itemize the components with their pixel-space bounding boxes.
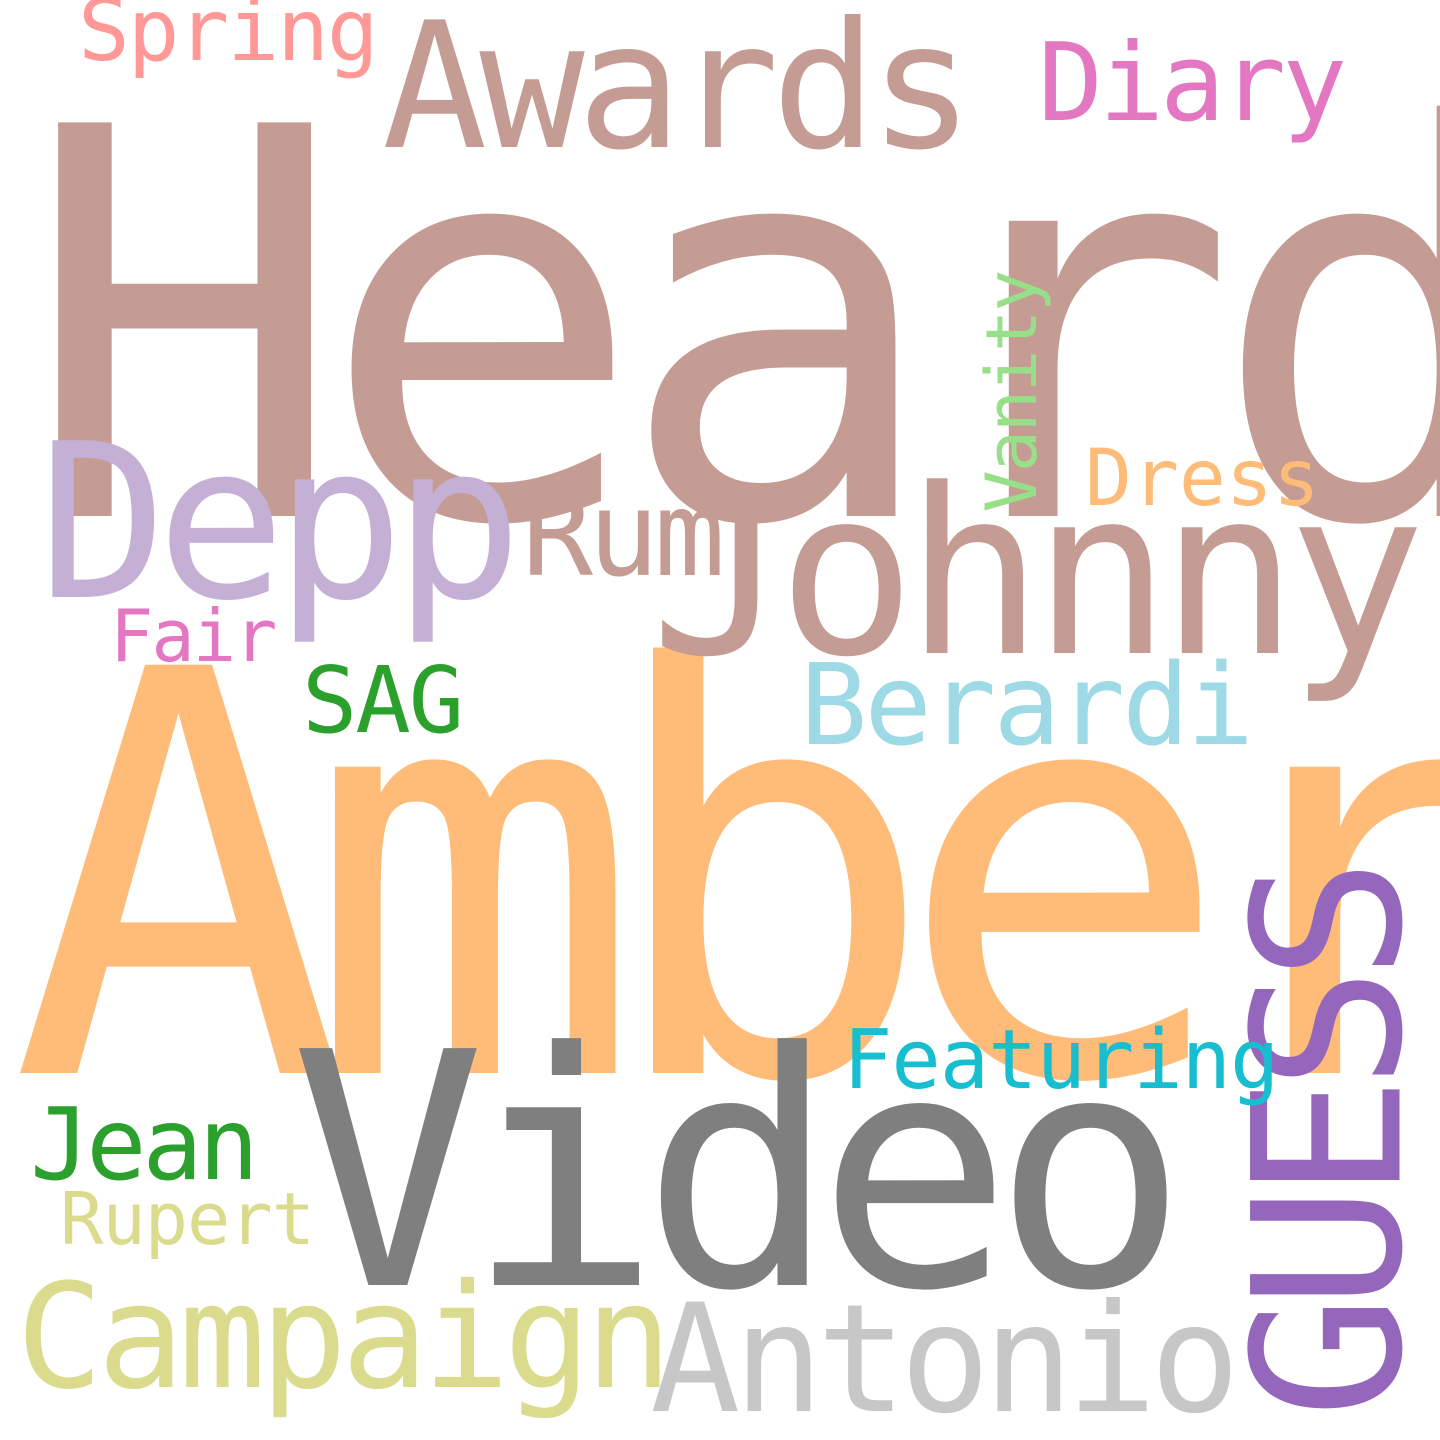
word-rum: Rum	[522, 465, 725, 603]
word-jean: Jean	[30, 1086, 259, 1203]
word-diary: Diary	[1038, 21, 1347, 146]
word-featuring: Featuring	[843, 1013, 1279, 1108]
word-amber: Amber	[10, 554, 1440, 1206]
word-berardi: Berardi	[800, 641, 1254, 771]
word-antonio: Antonio	[650, 1273, 1240, 1440]
word-spring: Spring	[78, 0, 379, 81]
word-rupert: Rupert	[60, 1177, 315, 1261]
word-awards: Awards	[382, 0, 974, 189]
word-fair: Fair	[110, 594, 277, 678]
word-depp: Depp	[38, 397, 523, 648]
word-dress: Dress	[1085, 434, 1320, 524]
word-video: Video	[290, 983, 1188, 1362]
word-campaign: Campaign	[16, 1253, 672, 1422]
word-heard: Heard	[22, 16, 1440, 644]
word-johnny: Johnny	[650, 441, 1426, 708]
word-sag: SAG	[302, 647, 464, 754]
word-vanity: Vanity	[971, 271, 1053, 513]
word-guess: GUESS	[1210, 871, 1440, 1419]
